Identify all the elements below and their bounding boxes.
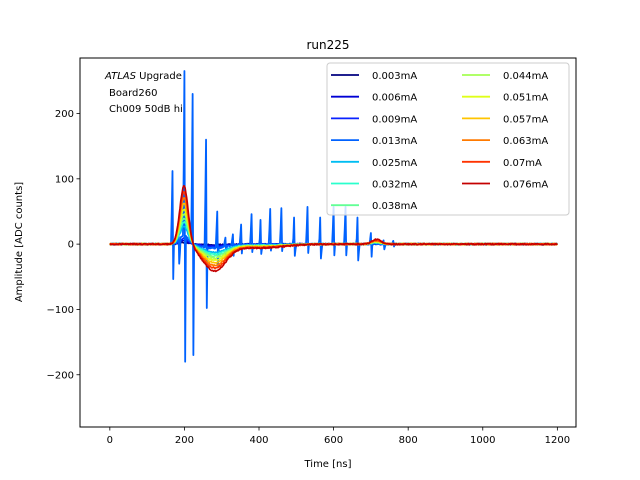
x-axis: 0 200 400 600 800 1000 1200 — [107, 427, 570, 446]
y-axis-label: Amplitude [ADC counts] — [14, 182, 25, 302]
legend-label: 0.07mA — [503, 158, 542, 169]
y-tick-label: −200 — [47, 370, 74, 381]
atlas-annotation: ATLAS Upgrade Board260 Ch009 50dB hi — [104, 71, 183, 115]
legend-label: 0.063mA — [503, 136, 548, 147]
y-tick-label: −100 — [47, 305, 74, 316]
legend-label: 0.057mA — [503, 114, 548, 125]
y-tick-label: 100 — [55, 174, 74, 185]
annotation-atlas: ATLAS — [104, 71, 137, 82]
plot-area — [109, 70, 559, 363]
x-tick-label: 800 — [399, 435, 418, 446]
x-tick-label: 200 — [175, 435, 194, 446]
x-tick-label: 0 — [107, 435, 113, 446]
legend-label: 0.051mA — [503, 93, 548, 104]
x-axis-label: Time [ns] — [303, 459, 351, 470]
legend-label: 0.009mA — [372, 114, 417, 125]
legend: 0.003mA 0.006mA 0.009mA 0.013mA 0.025mA 0.032… — [326, 62, 570, 216]
legend-label: 0.006mA — [372, 93, 417, 104]
series-line — [109, 185, 558, 273]
x-tick-label: 600 — [324, 435, 343, 446]
y-tick-label: 200 — [55, 109, 74, 120]
chart-title: run225 — [306, 38, 349, 52]
legend-label: 0.044mA — [503, 71, 548, 82]
legend-label: 0.032mA — [372, 180, 417, 191]
x-tick-label: 400 — [249, 435, 268, 446]
x-tick-label: 1200 — [545, 435, 570, 446]
x-tick-label: 1000 — [470, 435, 495, 446]
legend-label: 0.076mA — [503, 180, 548, 191]
annotation-board: Board260 — [109, 88, 157, 99]
legend-box — [326, 62, 570, 216]
legend-label: 0.025mA — [372, 158, 417, 169]
legend-label: 0.038mA — [372, 201, 417, 212]
annotation-line-1: ATLAS Upgrade — [104, 71, 182, 82]
y-axis: −200 −100 0 100 200 — [47, 109, 80, 381]
axes-frame — [79, 57, 577, 428]
y-tick-label: 0 — [68, 240, 74, 251]
annotation-channel: Ch009 50dB hi — [109, 104, 183, 115]
legend-label: 0.003mA — [372, 71, 417, 82]
legend-label: 0.013mA — [372, 136, 417, 147]
annotation-upgrade: Upgrade — [136, 71, 182, 82]
